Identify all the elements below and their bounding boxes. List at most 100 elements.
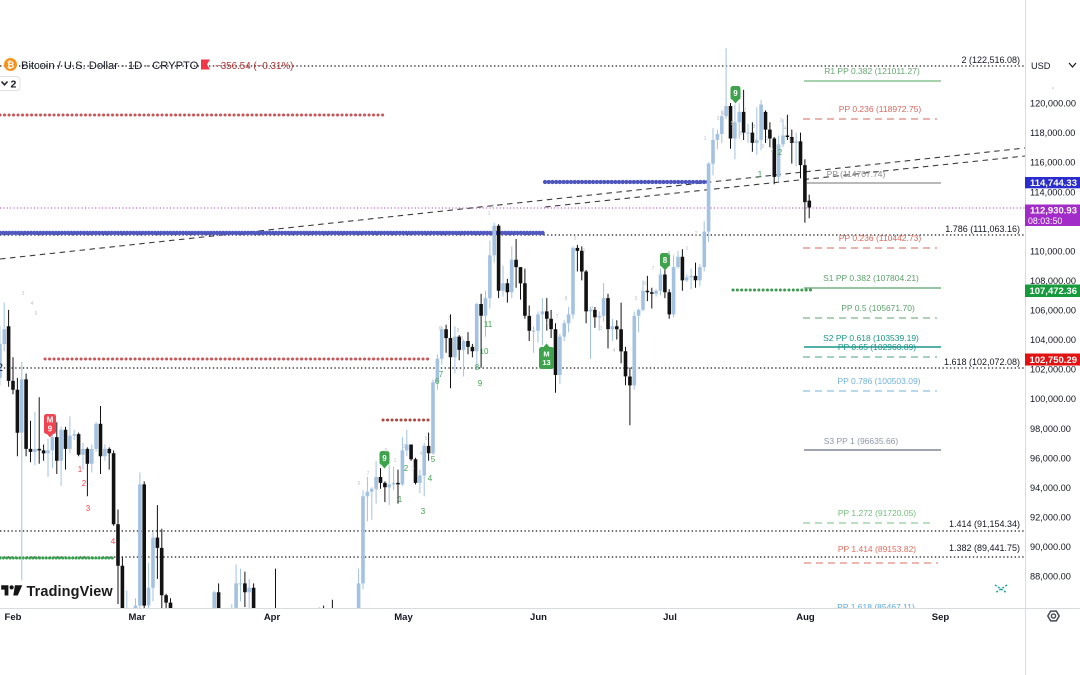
svg-text:102,000.00: 102,000.00 bbox=[1030, 365, 1076, 375]
svg-text:116,000.00: 116,000.00 bbox=[1030, 158, 1075, 168]
svg-text:98,000.00: 98,000.00 bbox=[1030, 424, 1071, 434]
svg-text:S3 PP 1 (96635.66): S3 PP 1 (96635.66) bbox=[824, 436, 899, 446]
svg-text:R1 PP 0.382 (121011.27): R1 PP 0.382 (121011.27) bbox=[824, 66, 920, 76]
svg-text:6: 6 bbox=[547, 321, 550, 327]
svg-text:5: 5 bbox=[431, 455, 436, 464]
svg-text:11: 11 bbox=[484, 320, 493, 329]
svg-text:USD: USD bbox=[1031, 61, 1051, 71]
svg-text:7: 7 bbox=[448, 316, 451, 322]
svg-text:104,000.00: 104,000.00 bbox=[1030, 335, 1076, 345]
svg-text:Jul: Jul bbox=[663, 612, 677, 623]
svg-text:7: 7 bbox=[652, 266, 655, 272]
svg-text:9: 9 bbox=[478, 379, 483, 388]
svg-text:4: 4 bbox=[784, 126, 787, 132]
svg-text:PP (114707.74): PP (114707.74) bbox=[827, 169, 886, 179]
svg-text:Mar: Mar bbox=[129, 612, 146, 623]
svg-text:6: 6 bbox=[435, 377, 440, 386]
svg-text:3: 3 bbox=[86, 504, 91, 513]
svg-text:9: 9 bbox=[574, 236, 577, 242]
svg-text:2: 2 bbox=[771, 148, 774, 154]
svg-text:6: 6 bbox=[358, 481, 361, 487]
svg-text:114,744.33: 114,744.33 bbox=[1030, 178, 1077, 189]
svg-text:5: 5 bbox=[731, 121, 734, 127]
svg-text:PP 1.272 (91720.05): PP 1.272 (91720.05) bbox=[838, 508, 916, 518]
svg-text:Apr: Apr bbox=[264, 612, 281, 623]
svg-text:1: 1 bbox=[758, 170, 763, 179]
svg-text:94,000.00: 94,000.00 bbox=[1030, 483, 1071, 493]
svg-text:4: 4 bbox=[31, 301, 34, 307]
svg-text:Aug: Aug bbox=[796, 612, 815, 623]
svg-text:2: 2 bbox=[82, 479, 87, 488]
svg-text:13: 13 bbox=[542, 358, 550, 367]
svg-text:2: 2 bbox=[0, 362, 3, 374]
svg-text:90,000.00: 90,000.00 bbox=[1030, 542, 1071, 552]
svg-text:Feb: Feb bbox=[5, 612, 22, 623]
svg-text:8: 8 bbox=[565, 296, 568, 302]
svg-text:110,000.00: 110,000.00 bbox=[1030, 246, 1075, 256]
svg-text:PP 1.618 (85467.11): PP 1.618 (85467.11) bbox=[837, 602, 915, 612]
svg-text:PP 0.65 (102960.89): PP 0.65 (102960.89) bbox=[838, 342, 916, 352]
svg-text:8: 8 bbox=[376, 486, 379, 492]
svg-text:100,000.00: 100,000.00 bbox=[1030, 394, 1076, 404]
svg-text:92,000.00: 92,000.00 bbox=[1030, 513, 1071, 523]
svg-text:4: 4 bbox=[111, 537, 116, 546]
svg-text:9: 9 bbox=[762, 144, 765, 150]
svg-text:TradingView: TradingView bbox=[27, 584, 114, 600]
svg-text:1: 1 bbox=[398, 495, 403, 504]
svg-text:9: 9 bbox=[677, 258, 680, 264]
svg-text:8: 8 bbox=[668, 251, 671, 257]
svg-text:9: 9 bbox=[382, 454, 387, 463]
svg-text:7: 7 bbox=[744, 108, 747, 114]
svg-text:Jun: Jun bbox=[530, 612, 547, 623]
svg-text:7: 7 bbox=[367, 471, 370, 477]
svg-text:3: 3 bbox=[412, 466, 415, 472]
svg-text:6: 6 bbox=[644, 281, 647, 287]
svg-text:7: 7 bbox=[439, 370, 444, 379]
svg-text:1: 1 bbox=[78, 465, 83, 474]
svg-text:2: 2 bbox=[778, 148, 783, 157]
svg-text:₿: ₿ bbox=[7, 60, 14, 70]
svg-text:2: 2 bbox=[591, 306, 594, 312]
svg-text:106,000.00: 106,000.00 bbox=[1030, 306, 1076, 316]
svg-text:4: 4 bbox=[722, 111, 725, 117]
svg-text:S2 PP 0.618 (103539.19): S2 PP 0.618 (103539.19) bbox=[823, 333, 919, 343]
svg-text:114,000.00: 114,000.00 bbox=[1030, 187, 1075, 197]
svg-text:2: 2 bbox=[11, 79, 17, 91]
svg-text:PP 1.414 (89153.82): PP 1.414 (89153.82) bbox=[838, 544, 916, 554]
svg-text:8: 8 bbox=[663, 256, 668, 265]
svg-text:6: 6 bbox=[740, 131, 743, 137]
svg-text:1.618 (102,072.08): 1.618 (102,072.08) bbox=[944, 357, 1020, 367]
svg-text:Sep: Sep bbox=[932, 612, 950, 623]
svg-text:2: 2 bbox=[403, 444, 406, 450]
svg-text:96,000.00: 96,000.00 bbox=[1030, 453, 1071, 463]
svg-text:1: 1 bbox=[704, 136, 707, 142]
svg-text:9: 9 bbox=[48, 424, 53, 433]
svg-text:4: 4 bbox=[613, 348, 616, 354]
svg-text:2: 2 bbox=[404, 464, 409, 473]
svg-text:2 (122,516.08): 2 (122,516.08) bbox=[961, 55, 1020, 65]
svg-text:2: 2 bbox=[713, 156, 716, 162]
svg-text:3: 3 bbox=[421, 507, 426, 516]
svg-text:5: 5 bbox=[35, 311, 38, 317]
svg-text:5: 5 bbox=[789, 138, 792, 144]
svg-text:08:03:50: 08:03:50 bbox=[1028, 216, 1062, 226]
svg-text:9: 9 bbox=[461, 336, 464, 342]
svg-text:5: 5 bbox=[425, 436, 428, 442]
svg-text:7: 7 bbox=[556, 314, 559, 320]
svg-text:6: 6 bbox=[439, 326, 442, 332]
svg-text:102,750.29: 102,750.29 bbox=[1029, 355, 1077, 366]
svg-text:118,000.00: 118,000.00 bbox=[1030, 128, 1075, 138]
svg-text:1.414 (91,154.34): 1.414 (91,154.34) bbox=[949, 519, 1020, 529]
svg-text:107,472.36: 107,472.36 bbox=[1029, 286, 1077, 297]
svg-text:PP 0.5 (105671.70): PP 0.5 (105671.70) bbox=[841, 303, 915, 313]
svg-text:1: 1 bbox=[488, 211, 491, 217]
svg-text:3: 3 bbox=[22, 291, 25, 297]
svg-text:2: 2 bbox=[492, 204, 495, 210]
svg-text:M: M bbox=[543, 349, 549, 358]
svg-text:3: 3 bbox=[600, 326, 603, 332]
svg-text:112,930.93: 112,930.93 bbox=[1030, 205, 1077, 216]
svg-text:−356.54 (−0.31%): −356.54 (−0.31%) bbox=[215, 61, 293, 72]
svg-text:S1 PP 0.382 (107804.21): S1 PP 0.382 (107804.21) bbox=[823, 273, 919, 283]
svg-text:1: 1 bbox=[686, 246, 689, 252]
svg-text:1.786 (111,063.16): 1.786 (111,063.16) bbox=[945, 224, 1020, 234]
